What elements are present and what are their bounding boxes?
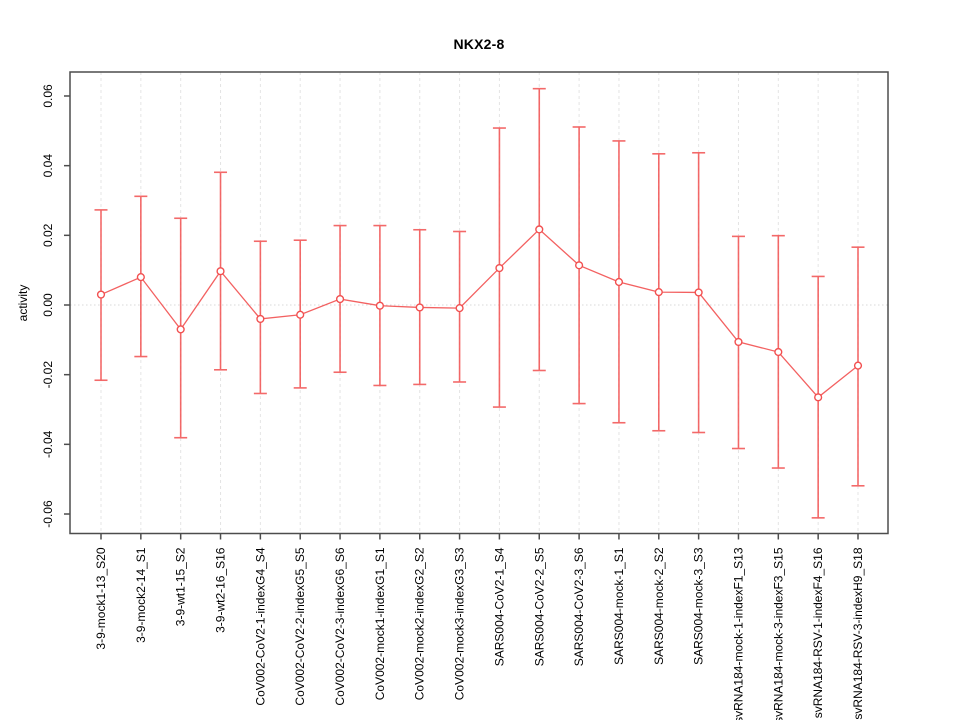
- gridlines-group: [70, 72, 888, 534]
- tick-labels-group: 0.06 0.04 0.02 0.00 -0.02 -0.04 -0.06 3-9-mock1…: [41, 84, 865, 720]
- data-point: [694, 288, 703, 297]
- x-tick-label: 3-9-mock2-14_S1: [134, 547, 148, 643]
- data-point: [375, 301, 384, 310]
- data-point: [455, 304, 464, 313]
- x-tick-label: SARS004-CoV2-2_S5: [532, 547, 546, 666]
- y-axis-title: activity: [16, 284, 30, 322]
- x-tick-label: CoV002-mock2-indexG2_S2: [413, 547, 427, 700]
- x-tick-label: SARS004-mock-2_S2: [652, 547, 666, 665]
- x-tick-label: CoV002-CoV2-1-indexG4_S4: [253, 547, 267, 705]
- x-tick-label: SARS004-mock-1_S1: [612, 547, 626, 665]
- x-tick-label: CoV002-CoV2-3-indexG6_S6: [333, 547, 347, 705]
- x-tick-label: 3-9-wt2-16_S16: [214, 547, 228, 633]
- plot-frame: [69, 71, 889, 535]
- data-point: [814, 393, 823, 402]
- error-bars-group: [94, 87, 865, 519]
- data-point: [614, 277, 624, 287]
- x-tick-label: svRNA184-mock-3-indexF3_S15: [771, 547, 785, 720]
- data-point: [774, 347, 783, 357]
- y-tick-label: 0.04: [41, 154, 55, 178]
- series-line: [100, 228, 859, 399]
- data-point: [176, 325, 185, 334]
- x-tick-label: CoV002-CoV2-2-indexG5_S5: [293, 547, 307, 705]
- data-points-group: [96, 225, 863, 402]
- series-line-group: [100, 228, 859, 399]
- data-point: [535, 225, 544, 234]
- data-point: [853, 361, 863, 370]
- x-tick-label: svRNA184-RSV-1-indexF4_S16: [811, 547, 825, 718]
- y-tick-label: 0.06: [41, 84, 55, 108]
- axes-group: [64, 71, 889, 540]
- data-point: [495, 263, 504, 273]
- y-tick-label: 0.00: [41, 293, 55, 317]
- x-tick-label: 3-9-mock1-13_S20: [94, 547, 108, 649]
- data-point: [335, 294, 345, 304]
- data-point: [415, 303, 424, 312]
- y-tick-label: -0.06: [41, 500, 55, 528]
- x-tick-label: svRNA184-mock-1-indexF1_S13: [731, 547, 745, 720]
- x-tick-label: 3-9-wt1-15_S2: [174, 547, 188, 626]
- x-tick-label: SARS004-mock-3_S3: [692, 547, 706, 665]
- chart-title: NKX2-8: [453, 36, 505, 52]
- y-tick-label: 0.02: [41, 223, 55, 247]
- x-tick-label: CoV002-mock3-indexG3_S3: [453, 547, 467, 700]
- x-tick-label: SARS004-CoV2-3_S6: [572, 547, 586, 666]
- data-point: [734, 337, 743, 347]
- y-tick-label: -0.02: [41, 361, 55, 389]
- x-tick-label: CoV002-mock1-indexG1_S1: [373, 547, 387, 700]
- data-point: [96, 290, 106, 299]
- data-point: [216, 267, 225, 276]
- y-tick-label: -0.04: [41, 430, 55, 458]
- x-tick-label: svRNA184-RSV-3-indexH9_S18: [851, 547, 865, 719]
- data-point: [136, 273, 145, 282]
- data-point: [575, 261, 584, 270]
- data-point: [654, 288, 663, 297]
- data-point: [296, 310, 305, 319]
- x-tick-label: SARS004-CoV2-1_S4: [492, 547, 506, 666]
- data-point: [256, 314, 265, 324]
